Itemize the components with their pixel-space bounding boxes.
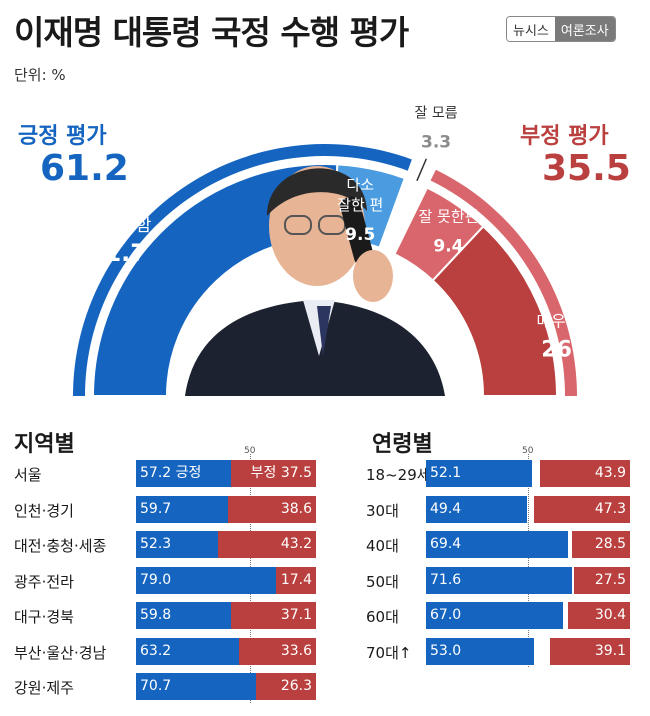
negative-bar	[256, 673, 316, 700]
category-label: 대구·경북	[14, 608, 74, 626]
category-label: 70대↑	[366, 643, 412, 662]
svg-text:9.4: 9.4	[433, 236, 463, 256]
category-label: 부산·울산·경남	[14, 643, 107, 662]
negative-bar	[239, 637, 316, 665]
negative-value-label: 30.4	[594, 607, 626, 623]
category-label: 광주·전라	[14, 572, 74, 591]
negative-value-label: 43.9	[594, 465, 626, 481]
category-label: 40대	[366, 537, 399, 555]
category-label: 대전·충청·세종	[14, 537, 107, 555]
positive-value-label: 52.1	[430, 465, 462, 481]
negative-value-label: 28.5	[594, 536, 626, 552]
negative-bar	[230, 460, 316, 487]
negative-value-label: 38.6	[280, 500, 312, 517]
negative-bar	[571, 531, 630, 558]
negative-value-label: 47.3	[594, 500, 626, 517]
svg-text:매우 잘못: 매우 잘못	[536, 311, 600, 330]
unit-label: 단위: %	[14, 66, 66, 84]
negative-group-value: 35.5	[542, 148, 631, 189]
undecided-pointer-line	[416, 158, 428, 182]
positive-value-label: 69.4	[430, 536, 462, 552]
positive-value-label: 70.7	[140, 678, 172, 694]
negative-bar	[567, 602, 630, 629]
negative-bar	[217, 531, 316, 558]
slice-label-5: 매우 잘못 26.1	[536, 311, 600, 362]
header: 이재명 대통령 국정 수행 평가 뉴시스 여론조사	[0, 0, 650, 56]
negative-bar	[231, 602, 316, 629]
positive-bar	[426, 637, 535, 665]
breakdown-section: 지역별 50 서울 57.2 긍정 부정 37.5 인천·경기 59.7 38.6 대전·충청·…	[0, 418, 650, 716]
svg-text:26.1: 26.1	[541, 337, 595, 362]
category-label: 60대	[366, 608, 399, 626]
category-label: 강원·제주	[14, 679, 74, 697]
negative-value-label: 43.2	[280, 536, 312, 552]
negative-group-label: 부정 평가	[520, 124, 609, 149]
positive-value-label: 67.0	[430, 607, 462, 623]
positive-bar	[426, 460, 533, 487]
logo-tag: 여론조사	[554, 17, 615, 41]
positive-bar	[426, 531, 568, 558]
newsis-logo: 뉴시스 여론조사	[506, 16, 616, 42]
positive-group-value: 61.2	[40, 148, 129, 189]
negative-bar	[533, 495, 630, 523]
positive-value-label: 52.3	[140, 536, 172, 552]
page-title: 이재명 대통령 국정 수행 평가	[14, 13, 409, 52]
positive-value-label: 49.4	[430, 500, 462, 517]
svg-text:잘한 편: 잘한 편	[337, 196, 383, 214]
slice-label-1: 매우 잘함 51.7	[83, 216, 151, 267]
logo-brand: 뉴시스	[507, 17, 555, 41]
positive-bar	[426, 495, 527, 523]
category-label: 18~29세	[366, 466, 431, 484]
positive-value-label: 71.6	[430, 571, 462, 588]
positive-value-label: 79.0	[140, 571, 172, 588]
category-label: 30대	[366, 501, 399, 520]
positive-value-label: 59.7	[140, 500, 172, 517]
positive-value-label: 59.8	[140, 607, 172, 623]
president-photo-icon	[185, 166, 445, 396]
negative-group-ring	[430, 169, 577, 396]
slice-5	[431, 224, 559, 396]
positive-value-label: 63.2	[140, 642, 172, 659]
svg-text:매우 잘함: 매우 잘함	[83, 216, 151, 236]
positive-bar	[426, 566, 573, 594]
negative-value-label: 부정 37.5	[250, 465, 312, 481]
category-label: 서울	[14, 466, 42, 484]
category-label: 인천·경기	[14, 501, 74, 520]
positive-value-label: 57.2 긍정	[140, 465, 202, 481]
negative-bar	[550, 637, 630, 665]
svg-text:51.7: 51.7	[88, 239, 147, 267]
negative-value-label: 17.4	[280, 571, 312, 588]
svg-text:잘 못한편: 잘 못한편	[418, 207, 478, 225]
positive-value-label: 53.0	[430, 642, 462, 659]
positive-group-label: 긍정 평가	[18, 124, 107, 149]
svg-text:9.5: 9.5	[345, 225, 375, 245]
svg-text:다소: 다소	[346, 176, 374, 194]
slice-label-3: 잘 모름 3.3	[415, 106, 458, 153]
negative-bar	[573, 566, 630, 594]
negative-bar	[276, 566, 316, 594]
negative-value-label: 39.1	[594, 642, 626, 659]
reference-label: 50	[522, 446, 534, 456]
svg-text:잘 모름: 잘 모름	[415, 106, 458, 122]
category-label: 50대	[366, 572, 399, 591]
section-title: 연령별	[372, 432, 433, 457]
positive-bar	[426, 602, 563, 629]
reference-line	[528, 454, 529, 667]
negative-value-label: 26.3	[280, 678, 312, 694]
negative-bar	[540, 460, 630, 487]
section-title: 지역별	[14, 432, 75, 457]
slice-label-4: 잘 못한편 9.4	[418, 207, 478, 256]
negative-value-label: 33.6	[280, 642, 312, 659]
svg-text:3.3: 3.3	[421, 133, 451, 153]
negative-value-label: 37.1	[280, 607, 312, 623]
negative-bar	[227, 495, 316, 523]
reference-label: 50	[244, 446, 256, 456]
negative-value-label: 27.5	[594, 571, 626, 588]
